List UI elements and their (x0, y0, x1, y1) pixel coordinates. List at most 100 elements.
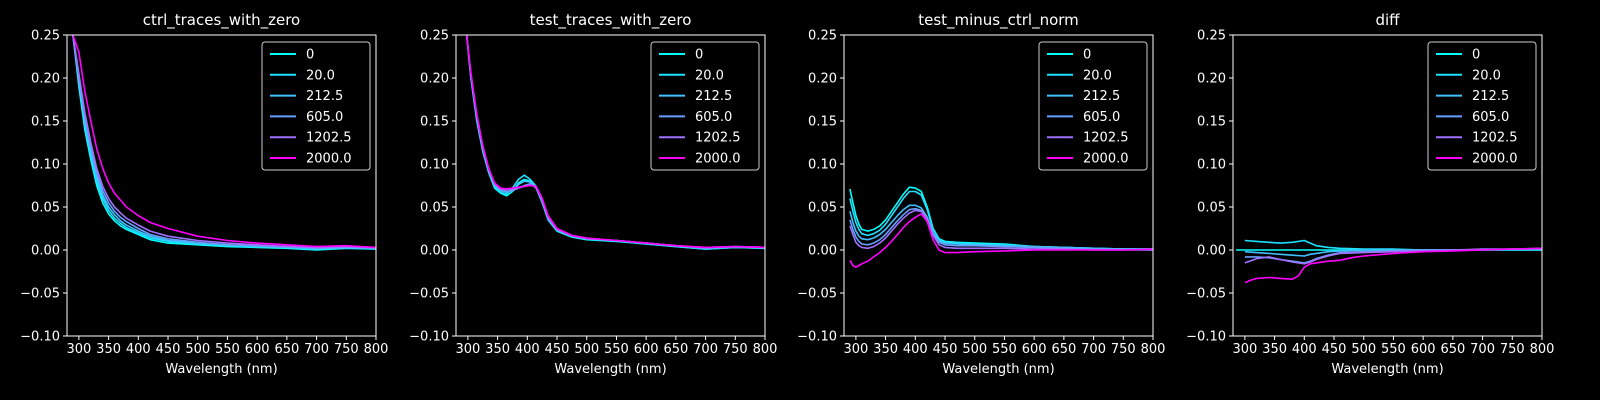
series-line-2000.0 (465, 35, 765, 249)
x-tick-label: 400 (126, 342, 151, 357)
x-tick-label: 700 (693, 342, 718, 357)
legend-label: 20.0 (306, 68, 335, 83)
y-tick-label: 0.05 (31, 201, 60, 216)
legend-label: 1202.5 (1472, 131, 1518, 146)
y-tick-label: −0.10 (797, 330, 837, 345)
chart-title: test_traces_with_zero (530, 11, 692, 30)
chart-panel-2: 300 350 400 450 500 550 600 650 700 750 800 0.25 0.2… (409, 11, 777, 377)
x-tick-label: 450 (933, 342, 958, 357)
x-tick-label: 600 (634, 342, 659, 357)
x-tick-label: 600 (1411, 342, 1436, 357)
y-tick-label: 0.00 (420, 244, 449, 259)
chart-panel-3: 300 350 400 450 500 550 600 650 700 750 800 0.25 0.2… (797, 11, 1165, 377)
chart-panel-1: 300 350 400 450 500 550 600 650 700 750 800 0.25 0.2… (20, 11, 388, 377)
x-tick-label: 450 (1322, 342, 1347, 357)
series-line-0 (72, 35, 376, 251)
y-tick-label: 0.10 (420, 158, 449, 173)
legend-label: 20.0 (695, 68, 724, 83)
y-tick-label: 0.25 (420, 29, 449, 44)
legend-label: 2000.0 (695, 152, 741, 167)
y-tick-label: 0.25 (31, 29, 60, 44)
x-tick-label: 650 (1051, 342, 1076, 357)
y-tick-label: 0.00 (1197, 244, 1226, 259)
x-tick-label: 750 (1500, 342, 1525, 357)
series-line-212.5 (849, 204, 1153, 250)
y-tick-label: −0.10 (1186, 330, 1226, 345)
x-axis-label: Wavelength (nm) (942, 362, 1054, 377)
x-axis-label: Wavelength (nm) (1331, 362, 1443, 377)
x-tick-label: 650 (1440, 342, 1465, 357)
x-tick-label: 350 (485, 342, 510, 357)
legend-label: 0 (1083, 48, 1091, 63)
y-tick-label: 0.20 (808, 72, 837, 87)
y-tick-label: 0.25 (1197, 29, 1226, 44)
x-tick-label: 500 (574, 342, 599, 357)
x-tick-label: 550 (992, 342, 1017, 357)
y-tick-label: −0.05 (1186, 287, 1226, 302)
y-tick-label: 0.25 (808, 29, 837, 44)
y-tick-label: 0.15 (1197, 115, 1226, 130)
y-tick-label: −0.05 (409, 287, 449, 302)
legend-label: 212.5 (695, 89, 732, 104)
chart-title: test_minus_ctrl_norm (918, 11, 1079, 30)
x-tick-label: 500 (962, 342, 987, 357)
x-tick-label: 650 (663, 342, 688, 357)
x-tick-label: 800 (364, 342, 389, 357)
y-tick-label: 0.20 (31, 72, 60, 87)
legend-label: 2000.0 (1083, 152, 1129, 167)
x-tick-label: 350 (1262, 342, 1287, 357)
x-axis-label: Wavelength (nm) (165, 362, 277, 377)
x-tick-label: 700 (1081, 342, 1106, 357)
x-tick-label: 550 (215, 342, 240, 357)
legend-label: 1202.5 (695, 131, 741, 146)
y-tick-label: 0.15 (808, 115, 837, 130)
chart-title: ctrl_traces_with_zero (143, 11, 300, 30)
x-tick-label: 400 (515, 342, 540, 357)
y-tick-label: 0.05 (420, 201, 449, 216)
legend-label: 2000.0 (1472, 152, 1518, 167)
x-tick-label: 400 (1292, 342, 1317, 357)
y-tick-label: 0.20 (1197, 72, 1226, 87)
x-tick-label: 450 (545, 342, 570, 357)
y-tick-label: −0.05 (797, 287, 837, 302)
x-tick-label: 300 (455, 342, 480, 357)
x-tick-label: 800 (1530, 342, 1555, 357)
chart-panel-4: 300 350 400 450 500 550 600 650 700 750 800 0.25 0.2… (1186, 11, 1554, 377)
series-line-1202.5 (849, 209, 1153, 251)
series-line-605.0 (849, 207, 1153, 251)
legend-label: 20.0 (1472, 68, 1501, 83)
legend-label: 2000.0 (306, 152, 352, 167)
series-line-1202.5 (72, 35, 376, 249)
legend-label: 212.5 (1083, 89, 1120, 104)
series-line-212.5 (72, 35, 376, 250)
x-tick-label: 350 (873, 342, 898, 357)
legend-label: 212.5 (306, 89, 343, 104)
x-tick-label: 300 (843, 342, 868, 357)
series-line-2000.0 (1244, 247, 1542, 284)
y-tick-label: 0.15 (31, 115, 60, 130)
x-tick-label: 650 (274, 342, 299, 357)
x-tick-label: 600 (1022, 342, 1047, 357)
x-tick-label: 800 (753, 342, 778, 357)
legend-label: 1202.5 (1083, 131, 1129, 146)
x-tick-label: 750 (1111, 342, 1136, 357)
x-tick-label: 700 (304, 342, 329, 357)
legend-label: 605.0 (1472, 110, 1509, 125)
y-tick-label: 0.10 (1197, 158, 1226, 173)
legend-label: 1202.5 (306, 131, 352, 146)
series-line-2000.0 (72, 35, 376, 249)
x-tick-label: 550 (1381, 342, 1406, 357)
y-tick-label: 0.10 (808, 158, 837, 173)
x-tick-label: 500 (185, 342, 210, 357)
axes-frame (66, 34, 377, 337)
legend-label: 212.5 (1472, 89, 1509, 104)
x-tick-label: 500 (1351, 342, 1376, 357)
legend-label: 605.0 (695, 110, 732, 125)
x-tick-label: 750 (334, 342, 359, 357)
y-tick-label: 0.00 (808, 244, 837, 259)
x-tick-label: 450 (156, 342, 181, 357)
legend-label: 0 (695, 48, 703, 63)
y-tick-label: 0.10 (31, 158, 60, 173)
legend-label: 0 (1472, 48, 1480, 63)
x-tick-label: 800 (1141, 342, 1166, 357)
